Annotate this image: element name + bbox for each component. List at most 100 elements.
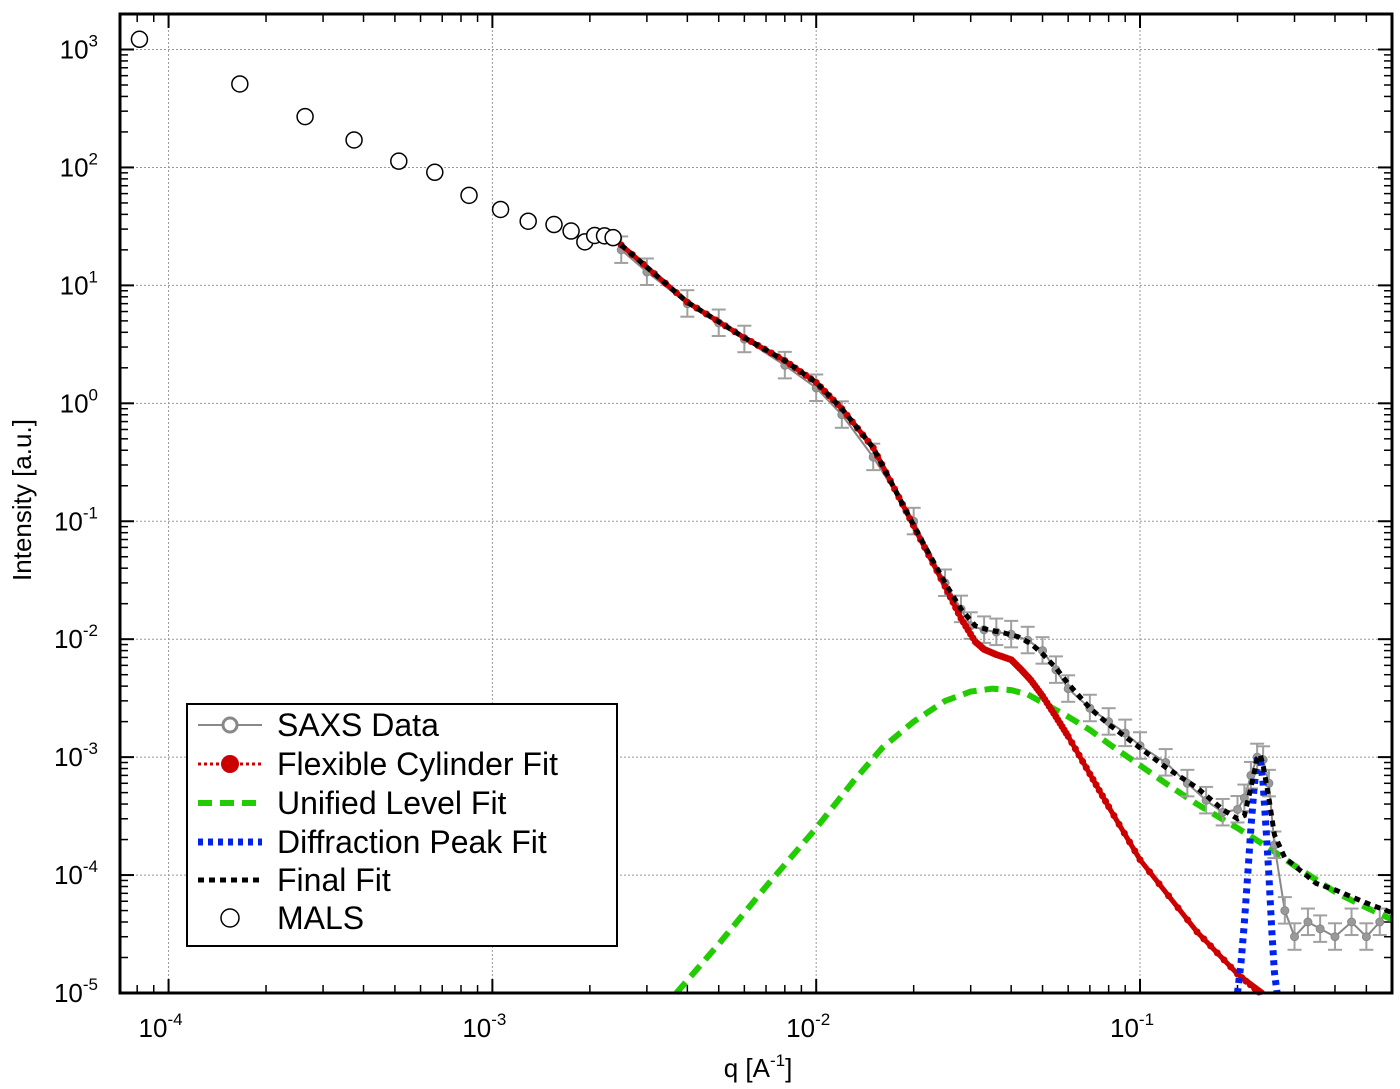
flexible-cylinder-fit-point xyxy=(1115,820,1123,828)
x-tick-base: 10 xyxy=(139,1013,168,1043)
flexible-cylinder-fit-point xyxy=(1089,775,1097,783)
y-tick-exponent: -1 xyxy=(83,503,98,522)
legend-box xyxy=(186,703,618,947)
flexible-cylinder-fit-point xyxy=(1131,847,1139,855)
flexible-cylinder-fit-point xyxy=(1082,764,1090,772)
legend-item: Diffraction Peak Fit xyxy=(198,824,547,860)
flexible-cylinder-fit-point xyxy=(1227,963,1235,971)
y-tick-base: 10 xyxy=(60,270,89,300)
flexible-cylinder-fit-point xyxy=(1207,942,1215,950)
y-tick-base: 10 xyxy=(54,978,83,1008)
final-fit-line xyxy=(619,243,1393,916)
flexible-cylinder-fit-point xyxy=(1165,892,1173,900)
mals-point xyxy=(519,212,537,230)
legend-marker-mals xyxy=(220,908,240,928)
mals-point xyxy=(604,228,622,247)
unified-level-fit-line xyxy=(674,685,1394,995)
legend-item: SAXS Data xyxy=(198,707,439,743)
flexible-cylinder-fit-point xyxy=(1075,751,1083,759)
mals-point xyxy=(130,30,149,49)
x-tick-base: 10 xyxy=(462,1013,491,1043)
x-tick-exponent: -3 xyxy=(491,1010,506,1029)
legend-item: Flexible Cylinder Fit xyxy=(198,746,558,782)
flexible-cylinder-fit-point xyxy=(1068,739,1076,747)
series-layer xyxy=(130,30,1394,996)
flexible-cylinder-fit-point xyxy=(1064,732,1072,740)
x-tick-label: 10-3 xyxy=(462,1010,506,1043)
saxs-data-point xyxy=(1232,804,1242,814)
flexible-cylinder-fit-line xyxy=(619,243,1265,996)
x-tick-exponent: -2 xyxy=(815,1010,830,1029)
flexible-cylinder-fit-point xyxy=(1174,904,1182,912)
legend-item: MALS xyxy=(220,900,364,936)
mals-point xyxy=(460,186,478,205)
flexible-cylinder-fit-point xyxy=(1071,745,1079,753)
flexible-cylinder-fit-point xyxy=(1126,838,1134,846)
y-tick-exponent: 3 xyxy=(89,32,98,51)
unified-level-fit-series xyxy=(674,685,1394,995)
y-tick-label: 100 xyxy=(60,385,98,418)
flexible-cylinder-fit-point xyxy=(1079,757,1087,765)
legend-label: Final Fit xyxy=(277,862,391,898)
x-axis-label: q [A-1] xyxy=(724,1051,793,1083)
y-tick-base: 10 xyxy=(60,152,89,182)
y-tick-base: 10 xyxy=(60,35,89,65)
flexible-cylinder-fit-point xyxy=(1193,928,1201,936)
flexible-cylinder-fit-point xyxy=(1092,781,1100,789)
y-tick-label: 10-5 xyxy=(54,975,98,1008)
flexible-cylinder-fit-point xyxy=(1086,770,1094,778)
saxs-data-point xyxy=(1303,917,1313,927)
flexible-cylinder-fit-point xyxy=(1102,797,1110,805)
y-tick-base: 10 xyxy=(54,742,83,772)
x-tick-base: 10 xyxy=(786,1013,815,1043)
flexible-cylinder-fit-point xyxy=(1120,829,1128,837)
final-fit-series xyxy=(619,243,1393,916)
flexible-cylinder-fit-point xyxy=(952,604,960,612)
y-tick-label: 10-4 xyxy=(54,857,98,890)
y-tick-label: 10-2 xyxy=(54,621,98,654)
saxs-data-series xyxy=(614,235,1387,951)
y-tick-label: 10-1 xyxy=(54,503,98,536)
y-tick-label: 10-3 xyxy=(54,739,98,772)
saxs-data-point xyxy=(1330,932,1340,942)
mals-series xyxy=(130,30,622,251)
flexible-cylinder-fit-point xyxy=(1184,916,1192,924)
legend-label: Flexible Cylinder Fit xyxy=(277,746,558,782)
saxs-data-point xyxy=(1361,932,1371,942)
mals-point xyxy=(545,215,563,234)
saxs-data-point xyxy=(1315,924,1325,934)
flexible-cylinder-fit-point xyxy=(1110,812,1118,820)
saxs-data-point xyxy=(1280,906,1290,916)
legend-label: Unified Level Fit xyxy=(277,785,507,821)
y-axis-label: Intensity [a.u.] xyxy=(7,419,37,581)
x-tick-exponent: -4 xyxy=(167,1010,182,1029)
flexible-cylinder-fit-point xyxy=(1098,792,1106,800)
saxs-data-point xyxy=(1290,932,1300,942)
mals-point xyxy=(345,131,363,149)
saxs-data-point xyxy=(1347,917,1357,927)
y-tick-exponent: 1 xyxy=(89,267,98,286)
legend-marker-cylinder xyxy=(221,755,239,773)
flexible-cylinder-fit-point xyxy=(1155,880,1163,888)
y-tick-exponent: -5 xyxy=(83,975,98,994)
y-tick-base: 10 xyxy=(54,860,83,890)
y-tick-exponent: 2 xyxy=(89,149,98,168)
x-axis-label-text: q [A xyxy=(724,1053,771,1083)
mals-point xyxy=(426,163,444,182)
y-tick-exponent: -3 xyxy=(83,739,98,758)
y-tick-exponent: 0 xyxy=(89,385,98,404)
x-tick-label: 10-2 xyxy=(786,1010,830,1043)
legend-label: SAXS Data xyxy=(277,707,439,743)
legend-label: Diffraction Peak Fit xyxy=(277,824,547,860)
mals-point xyxy=(390,152,408,170)
x-tick-base: 10 xyxy=(1110,1013,1139,1043)
legend-item: Final Fit xyxy=(198,862,391,898)
saxs-data-point xyxy=(1375,917,1385,927)
flexible-cylinder-fit-point xyxy=(1095,786,1103,794)
flexible-cylinder-fit-point xyxy=(1213,949,1221,957)
x-tick-label: 10-4 xyxy=(139,1010,183,1043)
flexible-cylinder-fit-point xyxy=(1200,935,1208,943)
